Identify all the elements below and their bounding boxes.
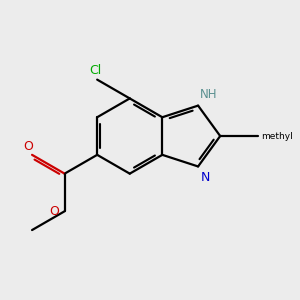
Text: O: O: [50, 205, 59, 218]
Text: methyl: methyl: [261, 131, 293, 140]
Text: Cl: Cl: [90, 64, 102, 77]
Text: O: O: [24, 140, 34, 153]
Text: N: N: [200, 171, 210, 184]
Text: NH: NH: [200, 88, 218, 101]
